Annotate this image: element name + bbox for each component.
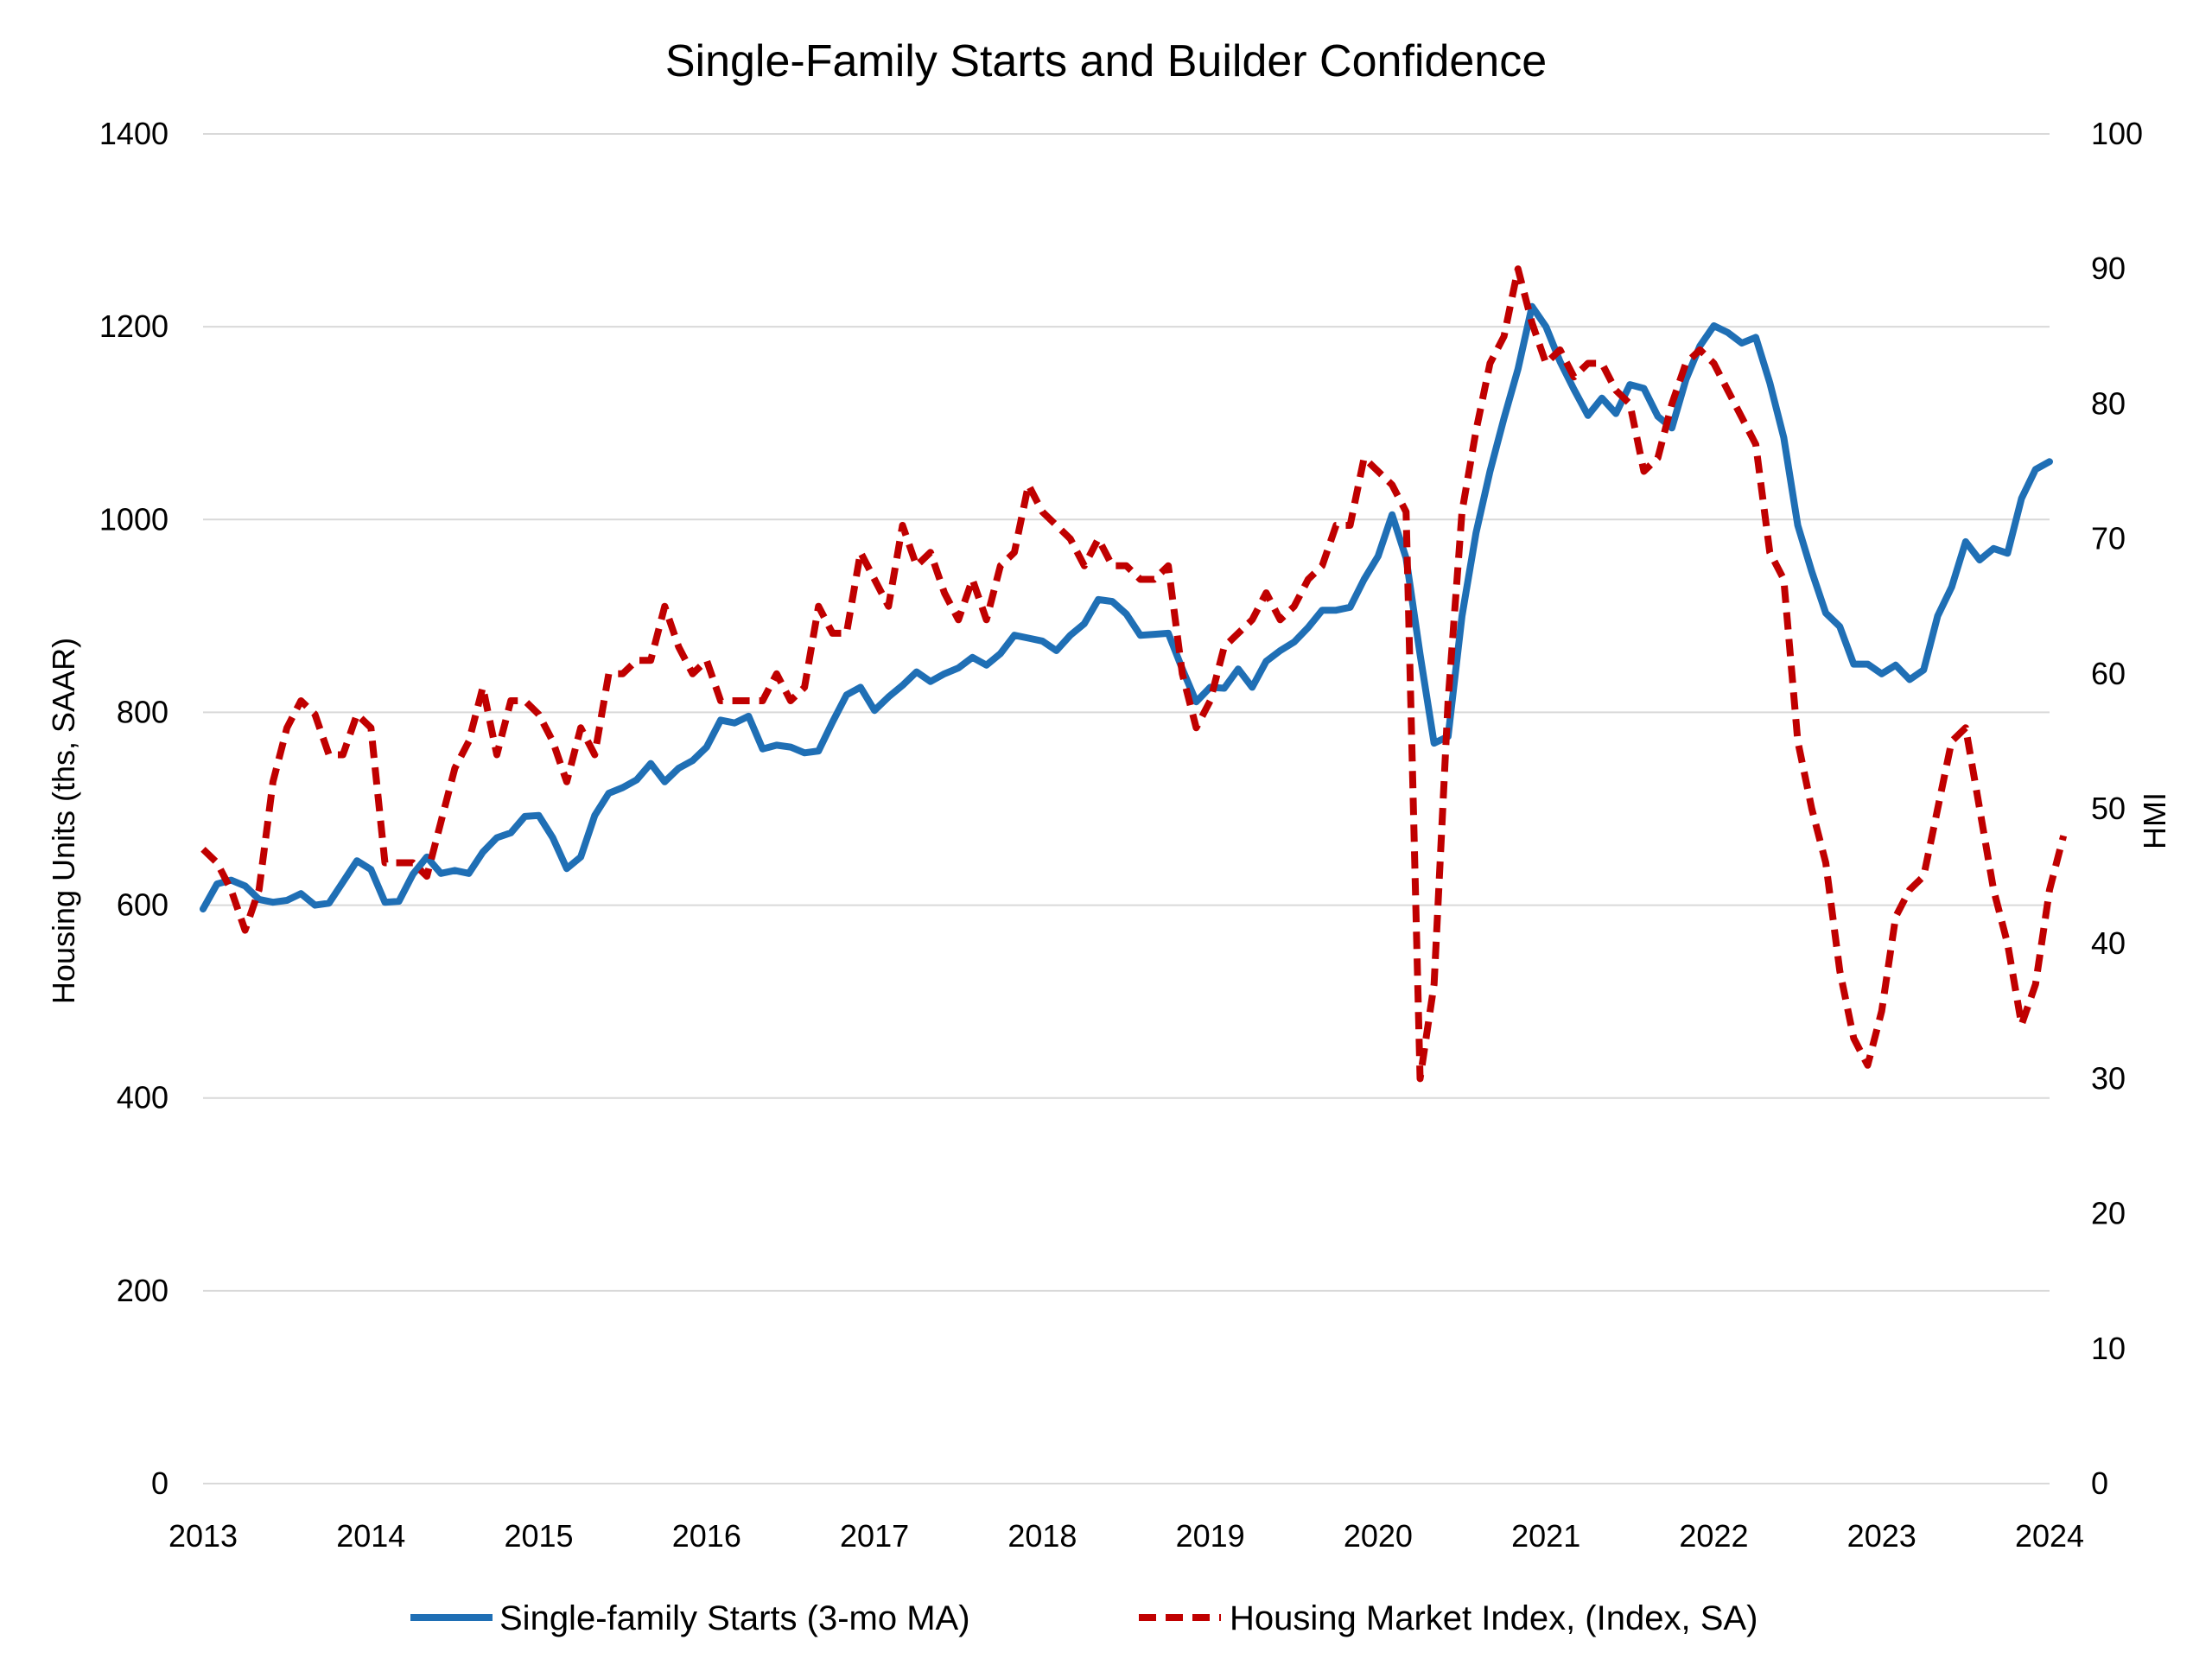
series-layer — [200, 265, 2068, 1083]
y2-tick-label: 0 — [2091, 1465, 2108, 1501]
x-tick-label: 2021 — [1511, 1518, 1580, 1554]
y-tick-label: 400 — [117, 1080, 168, 1116]
x-tick-label: 2013 — [168, 1518, 238, 1554]
y-axis-left-ticks: 0 200 400 600 800 1000 1200 1400 — [99, 116, 168, 1501]
y2-tick-label: 90 — [2091, 251, 2126, 286]
y-axis-left-title: Housing Units (ths, SAAR) — [46, 638, 81, 1004]
x-axis-ticks: 2013 2014 2015 2016 2017 2018 2019 2020 2021 2022… — [168, 1518, 2084, 1554]
x-tick-label: 2016 — [672, 1518, 741, 1554]
y2-tick-label: 20 — [2091, 1196, 2126, 1231]
x-tick-label: 2019 — [1176, 1518, 1245, 1554]
x-tick-label: 2014 — [336, 1518, 405, 1554]
x-tick-label: 2020 — [1344, 1518, 1413, 1554]
y2-tick-label: 40 — [2091, 925, 2126, 961]
x-tick-label: 2017 — [840, 1518, 909, 1554]
y2-tick-label: 60 — [2091, 656, 2126, 691]
y-tick-label: 600 — [117, 887, 168, 923]
y-tick-label: 0 — [151, 1465, 168, 1501]
y-tick-label: 800 — [117, 694, 168, 729]
chart-title: Single-Family Starts and Builder Confide… — [665, 36, 1547, 86]
series-line-hmi — [200, 265, 2068, 1083]
y-tick-label: 1000 — [99, 501, 168, 537]
y2-tick-label: 50 — [2091, 791, 2126, 826]
x-tick-label: 2022 — [1679, 1518, 1748, 1554]
legend-label-starts: Single-family Starts (3-mo MA) — [499, 1599, 970, 1637]
y2-tick-label: 10 — [2091, 1331, 2126, 1366]
x-tick-label: 2018 — [1007, 1518, 1077, 1554]
series-line-starts — [200, 302, 2053, 912]
y2-tick-label: 30 — [2091, 1060, 2126, 1096]
x-tick-label: 2024 — [2015, 1518, 2084, 1554]
y2-tick-label: 80 — [2091, 385, 2126, 421]
y-axis-right-title: HMI — [2137, 792, 2172, 849]
legend-label-hmi: Housing Market Index, (Index, SA) — [1230, 1599, 1758, 1637]
legend: Single-family Starts (3-mo MA) Housing M… — [410, 1599, 1758, 1637]
y2-tick-label: 100 — [2091, 116, 2143, 151]
x-tick-label: 2015 — [504, 1518, 573, 1554]
y2-tick-label: 70 — [2091, 521, 2126, 556]
y-tick-label: 1200 — [99, 308, 168, 344]
y-tick-label: 200 — [117, 1273, 168, 1308]
x-tick-label: 2023 — [1847, 1518, 1916, 1554]
y-axis-right-ticks: 0 10 20 30 40 50 60 70 80 90 100 — [2091, 116, 2143, 1501]
y-tick-label: 1400 — [99, 116, 168, 151]
gridlines — [203, 133, 2050, 1484]
